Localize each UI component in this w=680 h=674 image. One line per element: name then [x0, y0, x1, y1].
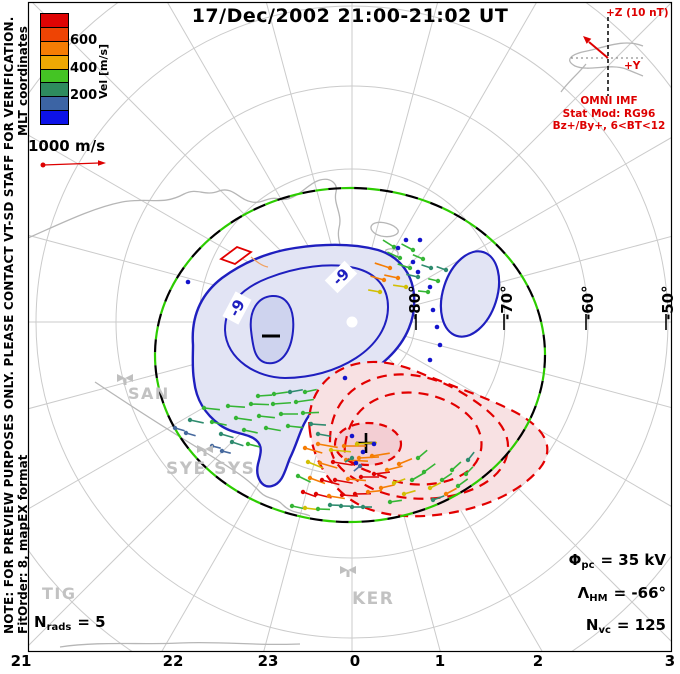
colorbar-segment — [41, 96, 68, 111]
colorbar-tick-600: 600 — [70, 33, 98, 48]
mlt-tick-1: 1 — [434, 652, 446, 670]
hm-boundary — [153, 186, 547, 524]
imf-condition-label: Bz+/By+, 6<BT<12 — [552, 120, 666, 132]
stationary-data-dots — [185, 237, 443, 466]
preview-note: NOTE: FOR PREVIEW PURPOSES ONLY. PLEASE … — [2, 16, 16, 634]
velocity-colorbar — [40, 13, 69, 125]
mlt-tick-3: 3 — [664, 652, 676, 670]
imf-dial — [571, 17, 646, 96]
colorbar-segment — [41, 82, 68, 97]
lat-ring-label-70: -70° — [498, 285, 516, 320]
coordinates-note: MLT coordinates — [16, 26, 30, 136]
station-label-ker: KER — [352, 589, 395, 609]
svg-text:-9: -9 — [225, 296, 249, 319]
mlt-tick-22: 22 — [162, 652, 184, 670]
colorbar-segment — [41, 68, 68, 83]
station-label-sye-sys: SYE SYS — [166, 459, 256, 479]
radar-station-icon — [340, 566, 356, 577]
colorbar-tick-200: 200 — [70, 88, 98, 103]
reference-vector — [40, 160, 106, 168]
contour-label: -9 — [222, 291, 252, 325]
n-vectors-stat: Nvc = 125 — [585, 616, 666, 636]
colorbar-segment — [41, 54, 68, 69]
station-label-tig: TIG — [42, 584, 77, 603]
colorbar-segment — [41, 14, 68, 27]
phi-pc-stat: Φpc = 35 kV — [568, 551, 666, 571]
colorbar-segment — [41, 110, 68, 124]
imf-model-label: Stat Mod: RG96 — [562, 108, 656, 120]
station-label-san: SAN — [128, 384, 170, 403]
pole-dot — [346, 316, 358, 328]
mlt-tick-0: 0 — [349, 652, 361, 670]
velocity-vectors — [172, 239, 475, 512]
plot-title: 17/Dec/2002 21:00-21:02 UT — [191, 5, 509, 27]
fit-order-note: FitOrder: 8, mapEX format — [16, 454, 30, 634]
mlt-tick-2: 2 — [532, 652, 544, 670]
lat-ring-label-60: -60° — [579, 285, 597, 320]
imf-z-axis-label: +Z (10 nT) — [606, 7, 669, 19]
mlt-tick-21: 21 — [10, 652, 32, 670]
lat-ring-label-50: -50° — [659, 285, 677, 320]
lat-ring-label-80: -80° — [406, 285, 424, 320]
colorbar-segment — [41, 40, 68, 55]
mlt-tick-23: 23 — [257, 652, 279, 670]
imf-y-axis-label: +Y — [624, 60, 641, 72]
colorbar-segment — [41, 26, 68, 41]
radar-station-icon — [197, 445, 213, 456]
colorbar-tick-400: 400 — [70, 61, 98, 76]
plot-frame — [27, 1, 673, 653]
imf-source-label: OMNI IMF — [580, 95, 638, 107]
n-radars-stat: Nrads = 5 — [34, 613, 106, 633]
reference-vector-label: 1000 m/s — [28, 137, 106, 155]
radar-station-icon — [117, 374, 133, 385]
colorbar-unit-label: Vel [m/s] — [97, 43, 110, 99]
lambda-hm-stat: ΛHM = -66° — [577, 584, 666, 604]
